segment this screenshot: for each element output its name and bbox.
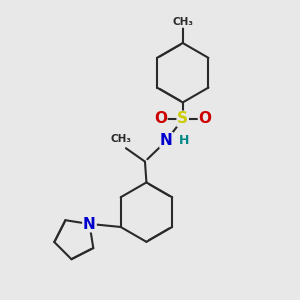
Text: H: H xyxy=(178,134,189,147)
Text: N: N xyxy=(83,217,96,232)
Text: N: N xyxy=(160,133,173,148)
Text: O: O xyxy=(199,111,212,126)
Text: CH₃: CH₃ xyxy=(110,134,131,144)
Text: N: N xyxy=(83,217,96,232)
Text: O: O xyxy=(154,111,167,126)
Text: CH₃: CH₃ xyxy=(172,17,193,27)
Text: S: S xyxy=(177,111,188,126)
